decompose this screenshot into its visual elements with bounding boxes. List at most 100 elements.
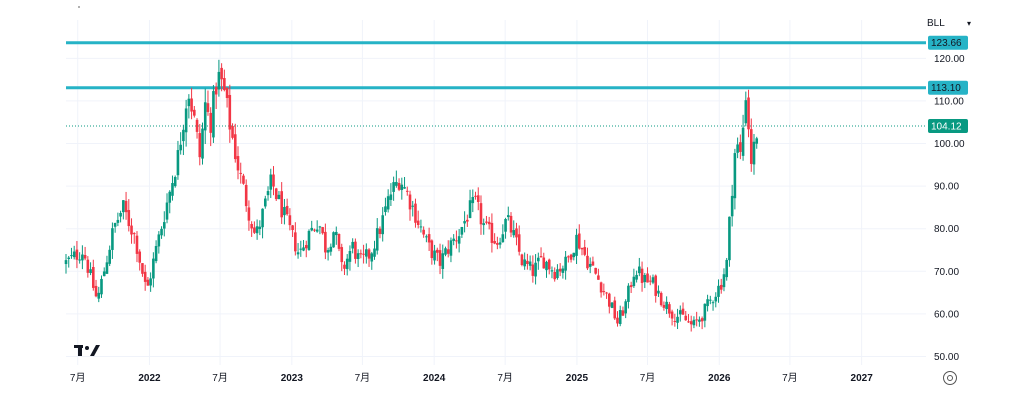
candle-body	[632, 276, 636, 287]
candle-body	[452, 238, 455, 241]
candle-body	[250, 223, 253, 229]
candle-body	[102, 271, 106, 277]
candle-body	[78, 259, 81, 261]
candle-body	[157, 234, 161, 247]
candle-body	[567, 256, 570, 258]
candle-body	[496, 242, 499, 245]
candle-body	[602, 291, 606, 293]
candle-body	[703, 303, 707, 321]
candle-body	[378, 228, 382, 234]
candle-body	[217, 71, 221, 90]
x-tick-label: 7月	[497, 372, 513, 384]
y-tick-label: 50.00	[934, 352, 959, 363]
candle-body	[362, 253, 365, 255]
candle-body	[711, 302, 715, 304]
settings-icon[interactable]	[943, 371, 957, 385]
candle-body	[354, 241, 357, 259]
candle-body	[272, 174, 275, 187]
candle-body	[119, 212, 122, 217]
candle-body	[122, 200, 125, 213]
candle-body	[739, 142, 742, 152]
candle-body	[741, 127, 745, 156]
candle-body	[575, 234, 578, 256]
candle-body	[116, 219, 120, 223]
candle-body	[427, 234, 431, 243]
level-tag-label: 113.10	[931, 83, 961, 94]
candle-body	[280, 191, 283, 218]
candle-body	[220, 67, 223, 80]
candle-body	[537, 257, 540, 262]
candle-body	[285, 205, 289, 215]
candle-body	[340, 247, 344, 263]
x-tick-label: 7月	[355, 372, 371, 384]
candle-body	[501, 234, 505, 243]
candle-body	[534, 262, 537, 277]
candle-body	[201, 128, 204, 159]
candle-body	[111, 228, 114, 250]
candle-body	[334, 231, 338, 236]
candle-body	[193, 109, 196, 116]
candle-body	[337, 234, 341, 249]
candle-body	[291, 225, 294, 230]
horizontal-lines[interactable]: 123.66 113.10 104.12	[66, 35, 968, 133]
candle-body	[75, 249, 79, 260]
candle-body	[408, 194, 412, 210]
candle-body	[152, 258, 155, 279]
candle-body	[599, 282, 603, 293]
candle-body	[203, 102, 207, 131]
candle-body	[643, 274, 647, 283]
tradingview-logo-icon[interactable]	[74, 343, 100, 357]
candle-body	[673, 320, 677, 322]
symbol-select[interactable]: BLL ▾	[927, 14, 971, 32]
candle-body	[528, 261, 532, 266]
candle-body	[648, 280, 652, 282]
candle-body	[381, 215, 384, 235]
candle-body	[564, 256, 567, 271]
candle-body	[296, 252, 300, 255]
candle-body	[345, 258, 349, 270]
candle-body	[411, 205, 415, 207]
candle-body	[608, 293, 611, 307]
time-axis[interactable]: 7月 2022 7月 2023 7月 2024 7月 2025 7月 2026 7月 2027	[70, 372, 873, 384]
candle-body	[190, 98, 193, 112]
candle-body	[179, 144, 182, 151]
candle-body	[719, 284, 723, 290]
candle-body	[512, 230, 516, 236]
candle-body	[195, 119, 199, 132]
candle-body	[261, 208, 264, 228]
x-tick-label: 2027	[851, 373, 874, 384]
candle-body	[313, 229, 316, 231]
candle-body	[670, 311, 674, 319]
candle-body	[239, 172, 243, 174]
candle-body	[67, 257, 71, 259]
candle-body	[610, 302, 614, 308]
price-axis[interactable]: 50.00 60.00 70.00 80.00 90.00 100.00 110.00 120…	[934, 54, 965, 363]
candle-body	[479, 203, 483, 225]
candle-body	[277, 194, 281, 200]
candle-body	[687, 321, 690, 323]
x-tick-label: 2023	[281, 373, 304, 384]
candle-body	[583, 247, 587, 255]
level-tag	[928, 80, 968, 95]
candle-body	[651, 277, 655, 283]
candle-body	[356, 253, 360, 259]
candle-body	[695, 319, 698, 321]
candle-body	[94, 285, 98, 297]
candle-body	[348, 251, 352, 262]
last-price-tag	[928, 118, 968, 133]
candle-body	[324, 231, 327, 253]
candle-body	[545, 261, 548, 271]
candle-body	[373, 248, 376, 257]
candle-body	[616, 317, 619, 324]
candle-body	[482, 223, 486, 226]
candle-body	[236, 156, 240, 171]
candle-body	[283, 207, 286, 216]
candle-body	[332, 232, 335, 248]
candle-body	[700, 318, 704, 322]
candle-body	[233, 134, 237, 160]
candle-body	[441, 253, 445, 269]
level-tag	[928, 35, 968, 50]
candle-body	[400, 184, 404, 191]
candle-body	[403, 187, 406, 189]
